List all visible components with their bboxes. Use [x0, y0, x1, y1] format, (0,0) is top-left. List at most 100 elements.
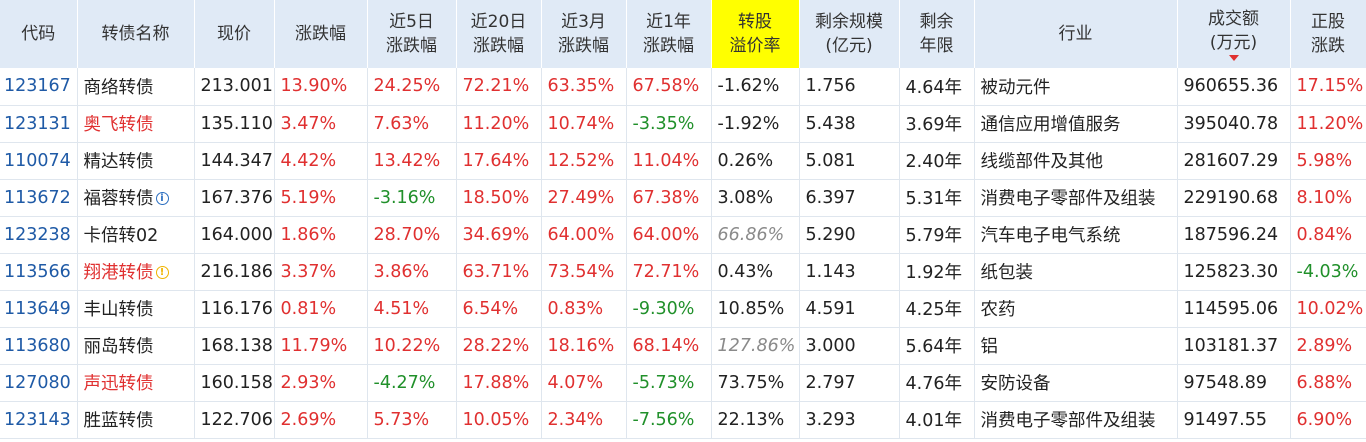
- cell-years: 2.40年: [899, 142, 975, 180]
- cell-change: 2.93%: [274, 364, 368, 402]
- col-header-code[interactable]: 代码: [0, 0, 78, 68]
- cell-chg3m-text: 0.83%: [547, 298, 604, 319]
- cell-name[interactable]: 商络转债: [77, 68, 195, 106]
- cell-chg1y: 72.71%: [626, 253, 712, 291]
- table-body: 123167 商络转债 213.001 13.90% 24.25% 72.21% 63.35…: [0, 68, 1366, 439]
- cell-volume: 229190.68: [1177, 179, 1291, 217]
- cell-scale-text: 1.756: [805, 76, 856, 97]
- cell-volume-text: 187596.24: [1183, 224, 1279, 245]
- cell-volume-text: 97548.89: [1183, 372, 1268, 393]
- cell-volume-text: 229190.68: [1183, 187, 1279, 208]
- cell-change-text: 2.93%: [280, 372, 337, 393]
- cell-code[interactable]: 127080: [0, 364, 78, 402]
- cell-scale: 1.143: [799, 253, 900, 291]
- cell-price-text: 164.000: [200, 224, 273, 245]
- cell-code[interactable]: 113566: [0, 253, 78, 291]
- cell-scale-text: 2.797: [805, 372, 856, 393]
- cell-chg1y: 67.38%: [626, 179, 712, 217]
- col-header-price[interactable]: 现价: [194, 0, 275, 68]
- cell-chg20d: 63.71%: [456, 253, 542, 291]
- cell-code[interactable]: 113672: [0, 179, 78, 217]
- col-header-years[interactable]: 剩余 年限: [899, 0, 975, 68]
- cell-chg5d: 10.22%: [367, 327, 457, 365]
- cell-stock: 6.88%: [1290, 364, 1366, 402]
- cell-code[interactable]: 123131: [0, 105, 78, 143]
- cell-stock-text: 17.15%: [1296, 76, 1364, 97]
- cell-chg20d-text: 28.22%: [462, 335, 530, 356]
- cell-chg1y: 64.00%: [626, 216, 712, 254]
- cell-chg5d-text: 4.51%: [373, 298, 430, 319]
- table-row[interactable]: 127080 声迅转债 160.158 2.93% -4.27% 17.88% 4.07% -…: [0, 364, 1366, 402]
- cell-premium-text: 66.86%: [717, 224, 785, 245]
- cell-years: 4.01年: [899, 401, 975, 439]
- table-row[interactable]: 113566 翔港转债! 216.186 3.37% 3.86% 63.71% 73.54%…: [0, 253, 1366, 291]
- cell-code[interactable]: 113680: [0, 327, 78, 365]
- col-header-chg3m[interactable]: 近3月 涨跌幅: [541, 0, 627, 68]
- cell-code-text: 113649: [4, 298, 71, 319]
- cell-price-text: 116.176: [200, 298, 273, 319]
- cell-price: 122.706: [194, 401, 275, 439]
- cell-name[interactable]: 卡倍转02: [77, 216, 195, 254]
- info-icon[interactable]: i: [155, 192, 169, 205]
- table-row[interactable]: 123238 卡倍转02 164.000 1.86% 28.70% 34.69% 64.00…: [0, 216, 1366, 254]
- cell-price-text: 213.001: [200, 76, 273, 97]
- cell-code[interactable]: 113649: [0, 290, 78, 328]
- table-row[interactable]: 110074 精达转债 144.347 4.42% 13.42% 17.64% 12.52%…: [0, 142, 1366, 180]
- col-header-premium[interactable]: 转股 溢价率: [711, 0, 800, 68]
- cell-name[interactable]: 精达转债: [77, 142, 195, 180]
- cell-chg3m-text: 10.74%: [547, 113, 615, 134]
- cell-chg5d: 5.73%: [367, 401, 457, 439]
- col-header-stock[interactable]: 正股 涨跌: [1290, 0, 1366, 68]
- table-row[interactable]: 113672 福蓉转债 i 167.376 5.19% -3.16% 18.50% 27.49…: [0, 179, 1366, 217]
- cell-stock-text: 6.88%: [1296, 372, 1353, 393]
- cell-volume-text: 103181.37: [1183, 335, 1279, 356]
- cell-chg1y-text: 64.00%: [632, 224, 700, 245]
- cell-name[interactable]: 声迅转债: [77, 364, 195, 402]
- cell-chg1y: 68.14%: [626, 327, 712, 365]
- cell-chg3m: 63.35%: [541, 68, 627, 106]
- table-row[interactable]: 123131 奥飞转债 135.110 3.47% 7.63% 11.20% 10.74% -…: [0, 105, 1366, 143]
- cell-name[interactable]: 翔港转债!: [77, 253, 195, 291]
- cell-industry: 通信应用增值服务: [974, 105, 1178, 143]
- cell-chg3m: 10.74%: [541, 105, 627, 143]
- cell-name-text: 精达转债: [83, 152, 154, 172]
- cell-chg20d-text: 11.20%: [462, 113, 530, 134]
- col-header-chg20d[interactable]: 近20日 涨跌幅: [456, 0, 542, 68]
- cell-chg1y: -7.56%: [626, 401, 712, 439]
- cell-scale-text: 3.000: [805, 335, 856, 356]
- cell-name[interactable]: 丰山转债: [77, 290, 195, 328]
- table-row[interactable]: 123143 胜蓝转债 122.706 2.69% 5.73% 10.05% 2.34% -7…: [0, 401, 1366, 439]
- col-header-chg3m-line2: 涨跌幅: [558, 36, 609, 56]
- col-header-chg5d[interactable]: 近5日 涨跌幅: [367, 0, 457, 68]
- col-header-chg1y-line2: 涨跌幅: [643, 36, 694, 56]
- col-header-name[interactable]: 转债名称: [77, 0, 195, 68]
- cell-stock-text: 8.10%: [1296, 187, 1353, 208]
- cell-name[interactable]: 福蓉转债 i: [77, 179, 195, 217]
- cell-code-text: 110074: [4, 150, 71, 171]
- table-row[interactable]: 113649 丰山转债 116.176 0.81% 4.51% 6.54% 0.83% -9.…: [0, 290, 1366, 328]
- sort-desc-icon[interactable]: [1228, 55, 1239, 61]
- col-header-industry[interactable]: 行业: [974, 0, 1178, 68]
- cell-chg20d: 17.88%: [456, 364, 542, 402]
- cell-code[interactable]: 123143: [0, 401, 78, 439]
- cell-chg20d: 28.22%: [456, 327, 542, 365]
- cell-change: 1.86%: [274, 216, 368, 254]
- cell-name[interactable]: 胜蓝转债: [77, 401, 195, 439]
- cell-code[interactable]: 123167: [0, 68, 78, 106]
- cell-code[interactable]: 123238: [0, 216, 78, 254]
- col-header-chg1y[interactable]: 近1年 涨跌幅: [626, 0, 712, 68]
- table-row[interactable]: 113680 丽岛转债 168.138 11.79% 10.22% 28.22% 18.16…: [0, 327, 1366, 365]
- col-header-chg20d-line2: 涨跌幅: [473, 36, 524, 56]
- col-header-scale[interactable]: 剩余规模 (亿元): [799, 0, 900, 68]
- cell-scale: 2.797: [799, 364, 900, 402]
- col-header-volume[interactable]: 成交额 (万元): [1177, 0, 1291, 68]
- col-header-change[interactable]: 涨跌幅: [274, 0, 368, 68]
- cell-code[interactable]: 110074: [0, 142, 78, 180]
- table-row[interactable]: 123167 商络转债 213.001 13.90% 24.25% 72.21% 63.35…: [0, 68, 1366, 106]
- cell-scale-text: 5.290: [805, 224, 856, 245]
- warning-icon[interactable]: !: [155, 266, 169, 279]
- cell-name[interactable]: 丽岛转债: [77, 327, 195, 365]
- cell-name[interactable]: 奥飞转债: [77, 105, 195, 143]
- cell-years-text: 2.40年: [905, 152, 962, 172]
- cell-industry-text: 纸包装: [980, 263, 1034, 283]
